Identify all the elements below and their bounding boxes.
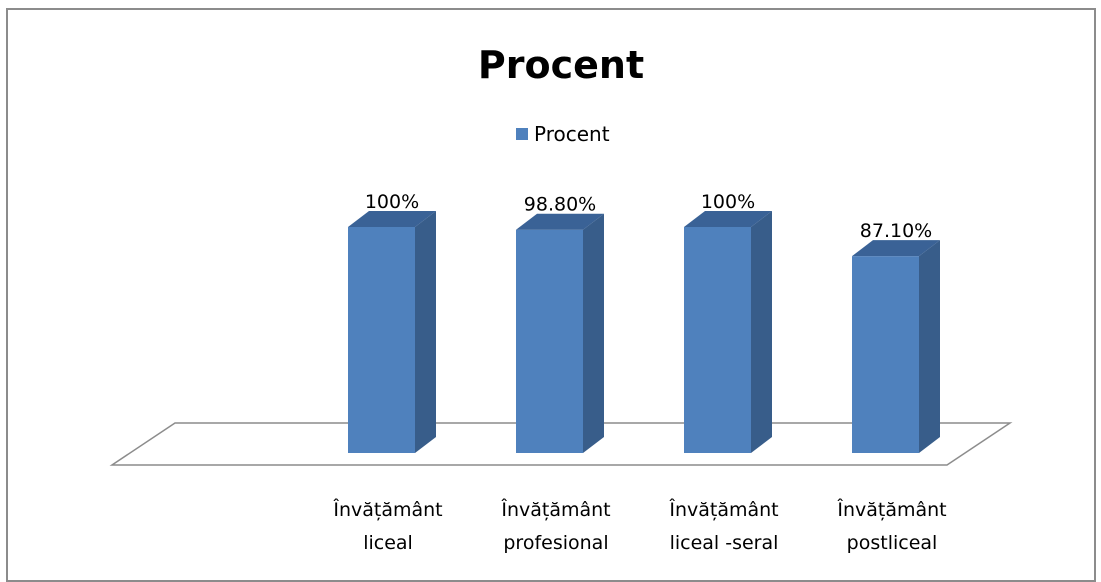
bar-top [516,213,604,230]
bars-group [348,211,940,453]
data-label: 100% [701,191,755,213]
data-label: 100% [365,191,419,213]
category-label: Învățământ postliceal [836,498,946,554]
bar [852,240,940,453]
chart-title: Procent [478,43,644,87]
legend-label: Procent [534,122,610,146]
data-label: 87.10% [860,220,932,242]
bar-front [516,229,583,453]
bar [348,211,436,453]
bar-front [852,256,919,453]
legend: Procent [516,122,610,146]
data-labels-group: 100% 98.80% 100% 87.10% [365,191,932,242]
bar-top [348,211,436,227]
bar [516,213,604,453]
data-label: 98.80% [524,194,596,216]
category-axis: Învățământ liceal Învățământ profesional Înv… [332,498,946,554]
bar-top [852,240,940,257]
category-label: Învățământ profesional [500,498,610,554]
legend-swatch [516,128,528,140]
bar-top [684,211,772,227]
bar-side [583,213,604,453]
bar [684,211,772,453]
category-label: Învățământ liceal [332,498,442,554]
bar-front [348,227,415,453]
bar-side [919,240,940,453]
category-label: Învățământ liceal -seral [668,498,778,554]
bar-front [684,227,751,453]
bar-side [751,211,772,453]
bar-side [415,211,436,453]
